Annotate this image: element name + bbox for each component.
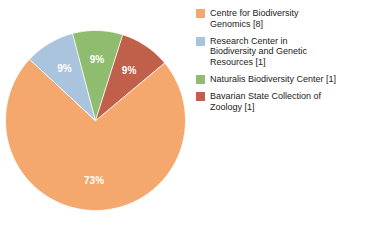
html-text:Research Center in Biodiversit: Research Center in Biodiversity and Gene… bbox=[210, 35, 308, 68]
svg-text:9%: 9% bbox=[90, 54, 105, 65]
svg-text:73%: 73% bbox=[84, 175, 104, 186]
html-text:Centre for Biodiversity Genomi: Centre for Biodiversity Genomics [8] bbox=[210, 8, 299, 29]
html-text:Bavarian State Collection of Z: Bavarian State Collection of Zoology [1] bbox=[210, 90, 322, 112]
svg-text:9%: 9% bbox=[57, 63, 72, 74]
svg-text:9%: 9% bbox=[122, 65, 137, 76]
html-text:Naturalis Biodiversity Center: Naturalis Biodiversity Center [1] bbox=[210, 74, 337, 84]
